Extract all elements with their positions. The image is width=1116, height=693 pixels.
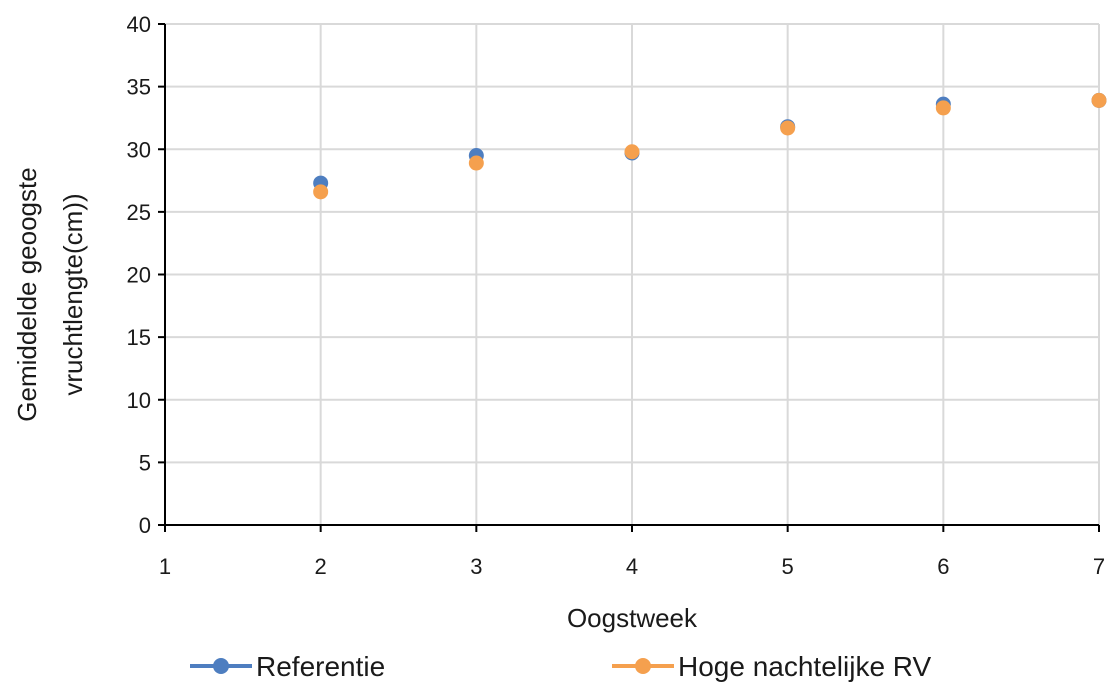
data-point-hoge-nachtelijke-rv: [624, 144, 640, 160]
x-tick-label: 2: [315, 554, 327, 579]
legend-referentie-label: Referentie: [256, 651, 385, 682]
y-tick-label: 20: [127, 263, 151, 288]
legend-hoge-nachtelijke-rv-label: Hoge nachtelijke RV: [678, 651, 932, 682]
legend-hoge-nachtelijke-rv-marker: [635, 658, 651, 674]
data-point-hoge-nachtelijke-rv: [1091, 92, 1107, 108]
data-point-hoge-nachtelijke-rv: [780, 120, 796, 136]
grid: [165, 23, 1100, 525]
y-axis-title-line-1: Gemiddelde geoogste: [12, 167, 42, 421]
y-tick-label: 0: [139, 513, 151, 538]
data-point-hoge-nachtelijke-rv: [935, 100, 951, 116]
y-axis-title: Gemiddelde geoogste vruchtlengte(cm)): [12, 167, 88, 421]
x-tick-label: 5: [782, 554, 794, 579]
tick-labels: 0 5 10 15 20 25 30 35 40 1 2 3 4 5 6 7: [127, 12, 1106, 579]
y-tick-label: 5: [139, 450, 151, 475]
y-axis-title-line-2: vruchtlengte(cm)): [58, 193, 88, 395]
x-tick-label: 3: [470, 554, 482, 579]
y-tick-label: 25: [127, 200, 151, 225]
x-tick-label: 4: [626, 554, 638, 579]
y-tick-label: 30: [127, 137, 151, 162]
x-tick-label: 1: [159, 554, 171, 579]
y-tick-label: 15: [127, 325, 151, 350]
data-point-hoge-nachtelijke-rv: [313, 184, 329, 200]
x-tick-label: 6: [937, 554, 949, 579]
legend: Referentie Hoge nachtelijke RV: [190, 651, 932, 682]
y-tick-label: 10: [127, 388, 151, 413]
axes: [158, 23, 1100, 532]
y-tick-label: 35: [127, 75, 151, 100]
data-point-hoge-nachtelijke-rv: [468, 155, 484, 171]
x-tick-label: 7: [1093, 554, 1105, 579]
y-tick-label: 40: [127, 12, 151, 37]
legend-referentie-marker: [213, 658, 229, 674]
data-points: [313, 92, 1107, 200]
x-axis-title: Oogstweek: [567, 603, 698, 633]
axis-titles: Oogstweek Gemiddelde geoogste vruchtleng…: [12, 167, 698, 633]
